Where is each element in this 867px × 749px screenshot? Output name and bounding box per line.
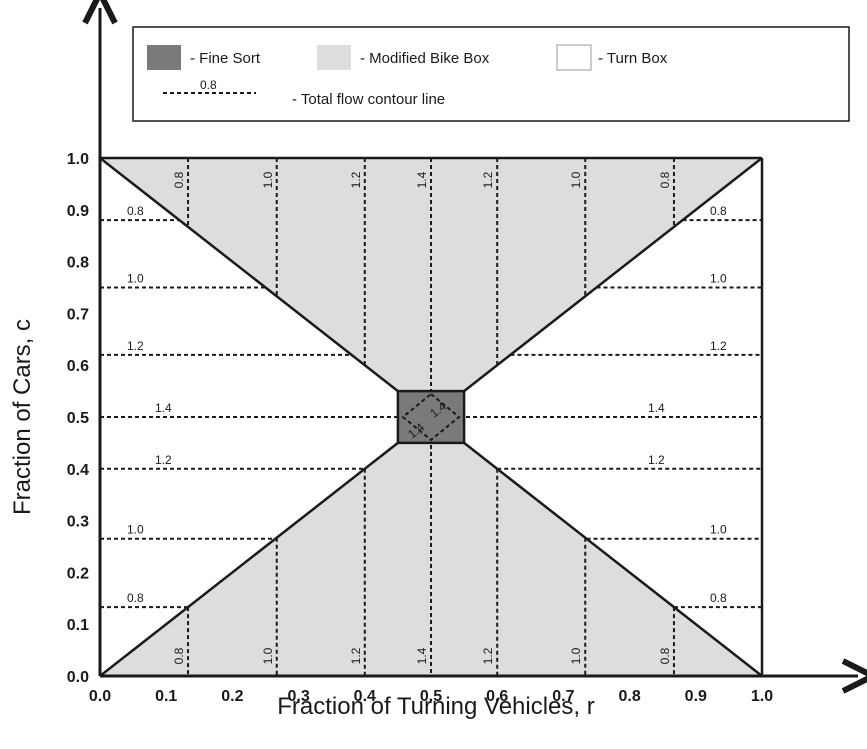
legend-swatch-fine-sort (147, 45, 181, 70)
legend-label-turn-box: - Turn Box (598, 50, 668, 67)
boundary-diagonal-lower-right (463, 441, 763, 677)
legend-swatch-turn-box (556, 44, 592, 71)
x-tick-label: 0.6 (486, 688, 508, 705)
legend-label-contour: - Total flow contour line (292, 91, 445, 108)
contour-label-horizontal-right: 1.2 (710, 339, 727, 353)
contour-label-vertical-lower: 1.2 (481, 647, 495, 664)
y-axis-title: Fraction of Cars, c (9, 319, 36, 515)
legend-contour-sample-label: 0.8 (200, 78, 217, 92)
contour-label-vertical-lower: 1.0 (569, 647, 583, 664)
ticks-layer: 0.0 0.1 0.2 0.3 0.4 0.5 0.6 0.7 0.8 0.9 1.0 0.0 0.1 0… (67, 151, 773, 705)
legend-label-fine-sort: - Fine Sort (190, 50, 261, 67)
legend-frame (132, 26, 850, 122)
x-tick-label: 1.0 (751, 688, 773, 705)
contour-label-horizontal-left: 0.8 (127, 591, 144, 605)
contour-label-horizontal-right: 0.8 (710, 204, 727, 218)
contour-label-vertical-upper: 1.2 (481, 171, 495, 188)
y-tick-label: 0.5 (67, 410, 89, 427)
contour-label-horizontal-right: 1.4 (648, 401, 665, 415)
contour-label-horizontal-right: 1.0 (710, 523, 727, 537)
y-tick-label: 0.6 (67, 358, 89, 375)
y-tick-label: 1.0 (67, 151, 89, 168)
y-tick-label: 0.3 (67, 514, 89, 531)
x-tick-label: 0.8 (618, 688, 640, 705)
contour-label-horizontal-left: 1.2 (155, 453, 172, 467)
x-tick-label: 0.3 (287, 688, 309, 705)
contour-label-horizontal-right: 1.0 (710, 272, 727, 286)
contour-label-vertical-lower: 1.2 (349, 647, 363, 664)
contour-label-vertical-lower: 0.8 (172, 647, 186, 664)
legend: - Fine Sort - Modified Bike Box - Turn B… (132, 26, 850, 122)
contour-label-horizontal-right: 0.8 (710, 591, 727, 605)
boundary-diagonal-lower-left (99, 441, 399, 677)
x-tick-label: 0.5 (420, 688, 442, 705)
contour-label-vertical-upper: 1.2 (349, 171, 363, 188)
y-tick-label: 0.1 (67, 617, 89, 634)
fine-sort-region (396, 389, 466, 445)
x-tick-label: 0.7 (552, 688, 574, 705)
contour-label-vertical-upper: 0.8 (658, 171, 672, 188)
y-tick-label: 0.2 (67, 565, 89, 582)
y-tick-label: 0.4 (67, 462, 89, 479)
contours-layer: 0.8 0.8 1.0 1.0 1.2 1.2 1.4 1.4 1.2 1.2 1.0 1.0 0.8 0… (100, 158, 762, 676)
boundaries-layer: 1.4 1.4 (99, 156, 764, 677)
x-tick-label: 0.1 (155, 688, 177, 705)
y-tick-label: 0.0 (67, 669, 89, 686)
y-tick-label: 0.8 (67, 255, 89, 272)
boundary-diagonal-upper-left (99, 157, 399, 393)
y-tick-label: 0.9 (67, 203, 89, 220)
contour-label-horizontal-left: 1.2 (127, 339, 144, 353)
x-tick-label: 0.0 (89, 688, 111, 705)
contour-label-vertical-upper: 0.8 (172, 171, 186, 188)
fine-sort-contour-diamond (401, 392, 461, 442)
contour-label-vertical-lower: 1.0 (261, 647, 275, 664)
legend-label-modified-bike-box: - Modified Bike Box (360, 50, 490, 67)
boundary-diagonal-upper-right (463, 157, 763, 393)
contour-label-horizontal-left: 0.8 (127, 204, 144, 218)
x-tick-label: 0.2 (221, 688, 243, 705)
contour-label-vertical-lower: 1.4 (415, 647, 429, 664)
x-axis-title: Fraction of Turning Vehicles, r (277, 693, 594, 720)
contour-label-horizontal-left: 1.0 (127, 272, 144, 286)
contour-label-vertical-upper: 1.0 (261, 171, 275, 188)
legend-swatch-modified-bike-box (317, 45, 351, 70)
y-tick-label: 0.7 (67, 306, 89, 323)
contour-label-vertical-upper: 1.0 (569, 171, 583, 188)
x-tick-label: 0.9 (685, 688, 707, 705)
contour-label-vertical-lower: 0.8 (658, 647, 672, 664)
contour-label-horizontal-left: 1.0 (127, 523, 144, 537)
contour-label-horizontal-right: 1.2 (648, 453, 665, 467)
contour-label-horizontal-left: 1.4 (155, 401, 172, 415)
x-tick-label: 0.4 (354, 688, 376, 705)
contour-label-vertical-upper: 1.4 (415, 171, 429, 188)
